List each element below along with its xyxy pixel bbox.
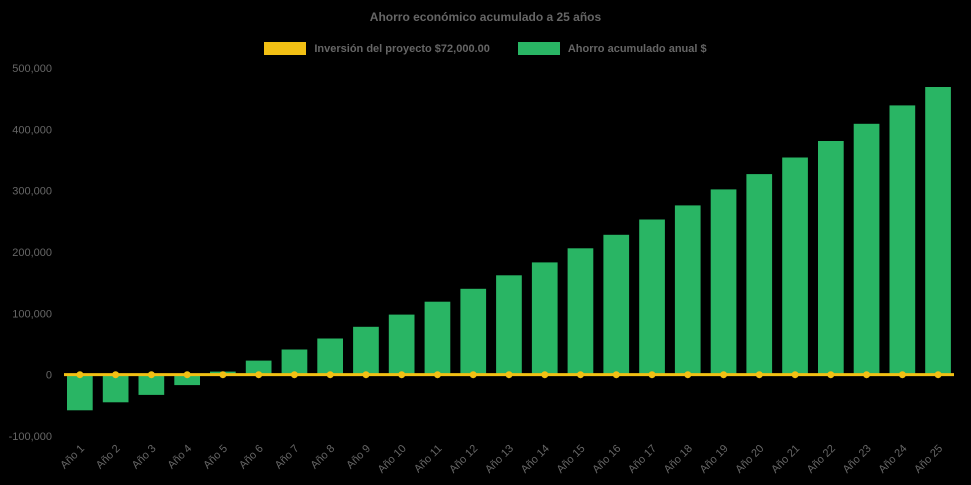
x-tick-label: Año 19 — [698, 443, 731, 476]
investment-point — [684, 371, 692, 379]
x-tick-label: Año 20 — [733, 443, 766, 476]
bar — [782, 157, 808, 375]
x-tick-label: Año 6 — [237, 443, 266, 472]
bar — [746, 174, 773, 375]
bar — [460, 288, 487, 375]
investment-point — [398, 371, 406, 379]
x-tick-label: Año 24 — [876, 443, 909, 476]
x-tick-label: Año 14 — [519, 443, 552, 476]
bar — [67, 374, 93, 411]
bar — [353, 326, 379, 375]
x-tick-label: Año 5 — [201, 443, 230, 472]
investment-point — [648, 371, 656, 379]
investment-swatch — [264, 42, 307, 55]
investment-point — [147, 371, 155, 379]
x-tick-label: Año 25 — [912, 443, 945, 476]
savings-swatch — [517, 42, 560, 55]
investment-point — [863, 371, 871, 379]
x-tick-label: Año 9 — [344, 443, 373, 472]
bar — [102, 374, 129, 403]
x-tick-label: Año 12 — [447, 443, 480, 476]
investment-point — [362, 371, 370, 379]
bar — [818, 141, 844, 375]
y-tick-label: 200,000 — [12, 247, 52, 259]
investment-point — [934, 371, 942, 379]
y-tick-label: -100,000 — [9, 431, 52, 443]
bar — [388, 314, 415, 375]
investment-point — [219, 371, 227, 379]
y-tick-label: 100,000 — [12, 308, 52, 320]
x-tick-label: Año 11 — [412, 443, 445, 476]
chart-title: Ahorro económico acumulado a 25 años — [369, 10, 602, 24]
x-tick-label: Año 18 — [662, 443, 695, 476]
investment-point — [326, 371, 334, 379]
bar — [603, 234, 630, 375]
bar — [674, 205, 701, 375]
investment-point — [112, 371, 120, 379]
investment-point — [76, 371, 84, 379]
legend-item-investment[interactable]: Inversión del proyecto $72,000.00 — [264, 42, 490, 55]
investment-point — [791, 371, 799, 379]
investment-point — [541, 371, 549, 379]
x-tick-label: Año 15 — [554, 443, 587, 476]
bar — [317, 338, 343, 375]
investment-point — [898, 371, 906, 379]
x-tick-label: Año 7 — [273, 443, 302, 472]
investment-point — [755, 371, 763, 379]
bar — [853, 123, 880, 375]
bar — [281, 349, 308, 375]
bar — [710, 189, 737, 375]
x-tick-label: Año 3 — [130, 443, 159, 472]
x-tick-label: Año 23 — [841, 443, 874, 476]
legend-label-savings: Ahorro acumulado anual $ — [567, 42, 707, 55]
bar — [925, 87, 951, 375]
x-tick-label: Año 1 — [58, 443, 87, 472]
x-tick-label: Año 17 — [626, 443, 659, 476]
bar — [567, 248, 594, 375]
bar — [639, 219, 665, 375]
investment-point — [577, 371, 584, 379]
legend-item-savings[interactable]: Ahorro acumulado anual $ — [517, 42, 707, 55]
bar — [424, 301, 451, 375]
y-tick-label: 400,000 — [12, 124, 52, 136]
investment-point — [255, 371, 263, 379]
x-tick-label: Año 2 — [94, 443, 123, 472]
legend-label-investment: Inversión del proyecto $72,000.00 — [314, 42, 490, 55]
x-tick-label: Año 21 — [769, 443, 802, 476]
bar — [531, 262, 558, 375]
investment-point — [612, 371, 620, 379]
investment-point — [183, 371, 191, 379]
investment-point — [290, 371, 298, 379]
investment-point — [827, 371, 835, 379]
bar — [496, 275, 522, 375]
bar — [138, 374, 165, 395]
y-tick-label: 0 — [46, 370, 52, 382]
bar — [889, 105, 916, 375]
x-tick-label: Año 13 — [483, 443, 516, 476]
x-tick-label: Año 4 — [166, 443, 195, 472]
x-tick-label: Año 8 — [309, 443, 338, 472]
y-tick-label: 500,000 — [12, 63, 52, 75]
bar — [245, 360, 272, 375]
investment-point — [434, 371, 441, 379]
x-tick-label: Año 10 — [376, 443, 409, 476]
x-tick-label: Año 16 — [590, 443, 623, 476]
x-tick-label: Año 22 — [805, 443, 838, 476]
investment-point — [720, 371, 728, 379]
legend: Inversión del proyecto $72,000.00 Ahorro… — [0, 42, 971, 55]
bar — [174, 374, 200, 386]
investment-point — [505, 371, 513, 379]
investment-point — [469, 371, 477, 379]
y-tick-label: 300,000 — [12, 186, 52, 198]
